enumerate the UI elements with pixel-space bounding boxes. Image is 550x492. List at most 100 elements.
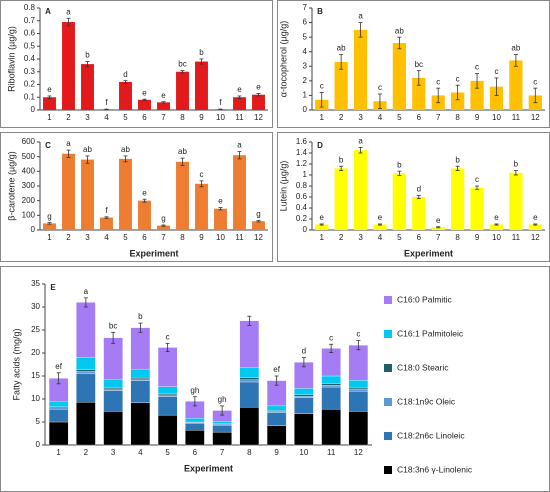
bar [451,168,465,230]
legend-swatch [384,296,392,304]
x-tick-label: 11 [235,233,244,242]
significance-letter: f [105,206,108,215]
bar [233,155,246,230]
significance-letter: gh [190,386,199,395]
bar-segment [76,302,96,358]
bar-segment [348,391,369,412]
x-axis-label: Experiment [184,463,233,473]
significance-letter: bc [415,60,423,69]
bar-segment [76,371,96,374]
significance-letter: e [218,197,223,206]
bar [81,159,94,230]
x-tick-label: 1 [319,233,324,242]
bar-segment [321,386,341,410]
y-tick-label: 4 [303,47,308,56]
bar-segment [321,383,341,386]
x-tick-label: 12 [254,113,263,122]
x-tick-label: 7 [436,113,441,122]
bar [195,183,208,230]
significance-letter: ab [511,44,520,53]
y-tick-label: 30 [31,302,40,311]
y-axis-label: α-tocopherol (µg/g) [278,21,288,97]
significance-letter: ab [178,147,187,156]
bar [176,71,189,110]
significance-letter: e [142,88,147,97]
bar-segment [348,387,369,390]
panel-frame [0,0,273,128]
y-tick-label: 20 [31,348,40,357]
panel-label: A [45,7,51,16]
significance-letter: c [475,175,479,184]
y-tick-label: 0 [303,105,308,114]
y-tick-label: 300 [22,181,36,190]
x-tick-label: 9 [199,233,204,242]
x-tick-label: 8 [247,448,252,457]
bar-segment [103,388,123,391]
x-tick-label: 6 [193,448,198,457]
bar-segment [157,396,178,416]
significance-letter: a [358,137,363,146]
x-tick-label: 9 [475,113,480,122]
y-tick-label: 1 [303,91,308,100]
bar [470,187,484,230]
panel-label: B [317,7,323,16]
y-tick-label: 100 [22,210,36,219]
y-tick-label: 1.4 [296,148,308,157]
bar-segment [76,357,96,370]
bar [119,81,132,110]
x-tick-label: 3 [358,113,363,122]
bar-segment [294,413,314,446]
significance-letter: bc [109,321,117,330]
significance-letter: c [378,83,382,92]
bar-segment [266,412,287,426]
y-tick-label: 0.8 [24,3,36,12]
y-axis-label: Fatty acids (mg/g) [11,328,21,400]
significance-letter: c [320,82,324,91]
bar-segment [130,377,151,379]
bar-segment [348,379,369,389]
y-tick-label: 0.1 [24,92,36,101]
legend-label: C16:0 Palmitic [397,294,453,304]
x-tick-label: 4 [104,233,109,242]
x-tick-label: 11 [235,113,244,122]
x-tick-label: 12 [354,448,363,457]
bar [119,158,132,230]
y-tick-label: 5 [36,417,41,426]
x-tick-label: 7 [436,233,441,242]
y-axis-label: β-carotene (µg/g) [6,151,16,220]
bar [100,217,113,230]
legend-swatch [384,432,392,440]
y-tick-label: 400 [22,166,36,175]
x-tick-label: 10 [216,233,225,242]
legend-swatch [384,466,392,474]
bar-segment [157,386,178,394]
legend-label: C18:3n6 γ-Linolenic [397,464,473,474]
bar-segment [103,337,123,380]
bar-segment [103,411,123,446]
significance-letter: c [456,74,460,83]
x-tick-label: 1 [56,448,61,457]
x-tick-label: 6 [417,113,422,122]
bar-segment [48,401,69,407]
bar [392,42,406,110]
x-tick-label: 8 [180,113,185,122]
bar-segment [266,425,287,446]
panel-label: E [50,283,56,292]
x-tick-label: 7 [220,448,225,457]
significance-letter: b [339,155,344,164]
x-tick-label: 3 [85,233,90,242]
x-tick-label: 7 [161,113,166,122]
bar-segment [348,345,369,381]
bar-segment [212,425,232,433]
legend-swatch [384,364,392,372]
y-tick-label: 1.6 [296,137,308,146]
panel-frame [0,132,273,262]
significance-letter: b [455,155,460,164]
x-tick-label: 9 [199,113,204,122]
significance-letter: e [161,91,166,100]
y-tick-label: 0.8 [296,181,308,190]
x-tick-label: 5 [397,233,402,242]
bar-segment [130,327,151,370]
bar [334,168,348,230]
y-tick-label: 3 [303,61,308,70]
